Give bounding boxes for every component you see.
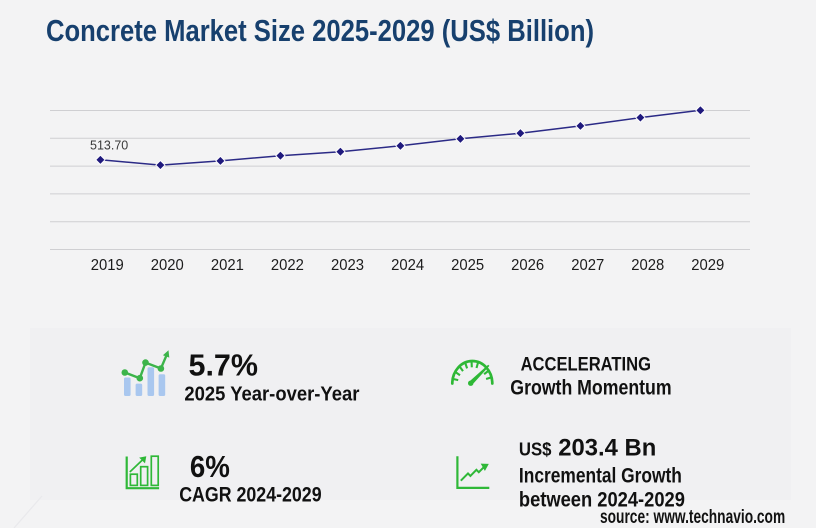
svg-text:Concrete Market Size 2025-2029: Concrete Market Size 2025-2029 (US$ Bill…	[46, 13, 594, 48]
svg-text:2029: 2029	[691, 257, 724, 274]
svg-text:between 2024-2029: between 2024-2029	[519, 489, 685, 512]
svg-text:Growth Momentum: Growth Momentum	[510, 377, 671, 400]
svg-text:2019: 2019	[91, 257, 124, 274]
svg-text:CAGR 2024-2029: CAGR 2024-2029	[179, 483, 321, 506]
svg-text:2024: 2024	[391, 257, 424, 274]
svg-text:2022: 2022	[271, 257, 304, 274]
svg-text:2026: 2026	[511, 257, 544, 274]
svg-text:2028: 2028	[631, 257, 664, 274]
svg-text:source: www.technavio.com: source: www.technavio.com	[600, 507, 785, 528]
svg-text:203.4 Bn: 203.4 Bn	[558, 435, 656, 462]
svg-text:513.70: 513.70	[90, 139, 128, 153]
svg-text:2025 Year-over-Year: 2025 Year-over-Year	[184, 382, 359, 405]
svg-text:5.7%: 5.7%	[189, 347, 259, 382]
svg-text:2023: 2023	[331, 257, 364, 274]
svg-text:2021: 2021	[211, 257, 244, 274]
svg-text:US$: US$	[519, 439, 552, 460]
svg-text:6%: 6%	[190, 449, 230, 484]
svg-text:ACCELERATING: ACCELERATING	[521, 354, 651, 376]
svg-text:2025: 2025	[451, 257, 484, 274]
svg-text:2020: 2020	[151, 257, 184, 274]
svg-text:2027: 2027	[571, 257, 604, 274]
svg-text:Incremental Growth: Incremental Growth	[519, 465, 682, 488]
